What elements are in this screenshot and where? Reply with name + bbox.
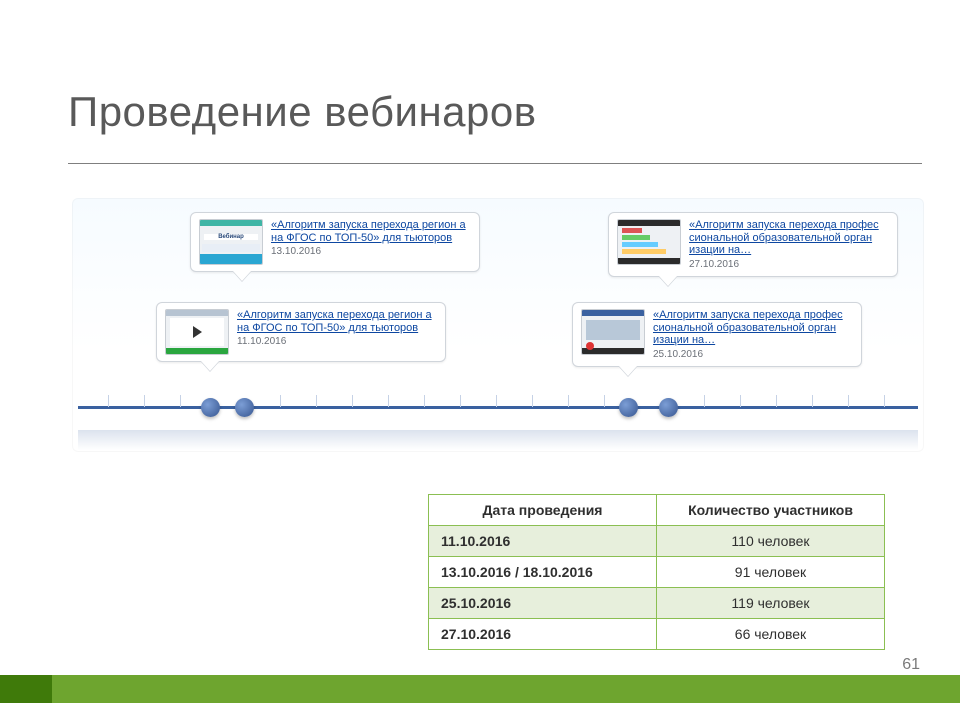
table-row: 11.10.2016110 человек [429,526,885,557]
page-title: Проведение вебинаров [68,88,537,136]
table-header-row: Дата проведения Количество участников [429,495,885,526]
axis-reflection [78,430,918,450]
callout-body: «Алгоритм запуска перехода профес сионал… [653,309,853,360]
timeline-tick [180,395,181,407]
timeline-tick [568,395,569,407]
callout-thumbnail [617,219,681,265]
timeline-tick [108,395,109,407]
callout-thumbnail: Вебинар [199,219,263,265]
table-row: 13.10.2016 / 18.10.201691 человек [429,557,885,588]
callout-date: 25.10.2016 [653,349,853,361]
timeline-node [235,398,254,417]
timeline-callout: «Алгоритм запуска перехода профес сионал… [608,212,898,277]
callout-link[interactable]: «Алгоритм запуска перехода профес сионал… [689,219,889,257]
callout-thumbnail [165,309,229,355]
timeline-node [201,398,220,417]
timeline-tick [848,395,849,407]
cell-date: 25.10.2016 [429,588,657,619]
callout-link[interactable]: «Алгоритм запуска перехода регион а на Ф… [237,309,437,334]
col-header-count: Количество участников [657,495,885,526]
cell-date: 13.10.2016 / 18.10.2016 [429,557,657,588]
cell-date: 11.10.2016 [429,526,657,557]
footer-bar [0,675,960,703]
callout-body: «Алгоритм запуска перехода профес сионал… [689,219,889,270]
timeline-node [659,398,678,417]
timeline-tick [884,395,885,407]
timeline-tick [316,395,317,407]
footer-accent [0,675,52,703]
timeline-tick [604,395,605,407]
col-header-date: Дата проведения [429,495,657,526]
callout-tail [233,271,251,281]
timeline-node [619,398,638,417]
table-body: 11.10.2016110 человек13.10.2016 / 18.10.… [429,526,885,650]
timeline-figure: Вебинар «Алгоритм запуска перехода регион… [72,198,924,452]
timeline-tick [812,395,813,407]
slide: Проведение вебинаров Вебинар «Алгоритм за… [0,0,960,720]
timeline-tick [424,395,425,407]
callout-date: 11.10.2016 [237,336,437,348]
callout-date: 27.10.2016 [689,259,889,271]
timeline-tick [740,395,741,407]
title-rule [68,163,922,164]
participants-table: Дата проведения Количество участников 11… [428,494,885,650]
callout-body: «Алгоритм запуска перехода регион а на Ф… [271,219,471,265]
timeline-tick [280,395,281,407]
cell-count: 91 человек [657,557,885,588]
timeline-tick [460,395,461,407]
timeline-callout: «Алгоритм запуска перехода профес сионал… [572,302,862,367]
callout-tail [619,366,637,376]
timeline-tick [144,395,145,407]
callout-thumbnail [581,309,645,355]
callout-body: «Алгоритм запуска перехода регион а на Ф… [237,309,437,355]
timeline-tick [532,395,533,407]
callout-tail [201,361,219,371]
cell-count: 119 человек [657,588,885,619]
timeline-tick [776,395,777,407]
timeline-callout: «Алгоритм запуска перехода регион а на Ф… [156,302,446,362]
callout-tail [659,276,677,286]
callout-date: 13.10.2016 [271,246,471,258]
timeline-tick [496,395,497,407]
callout-link[interactable]: «Алгоритм запуска перехода регион а на Ф… [271,219,471,244]
cell-count: 110 человек [657,526,885,557]
timeline-tick [388,395,389,407]
timeline-callout: Вебинар «Алгоритм запуска перехода регион… [190,212,480,272]
callout-link[interactable]: «Алгоритм запуска перехода профес сионал… [653,309,853,347]
timeline-tick [704,395,705,407]
table-row: 25.10.2016119 человек [429,588,885,619]
cell-date: 27.10.2016 [429,619,657,650]
page-number: 61 [902,656,920,674]
timeline-tick [352,395,353,407]
cell-count: 66 человек [657,619,885,650]
table-row: 27.10.201666 человек [429,619,885,650]
